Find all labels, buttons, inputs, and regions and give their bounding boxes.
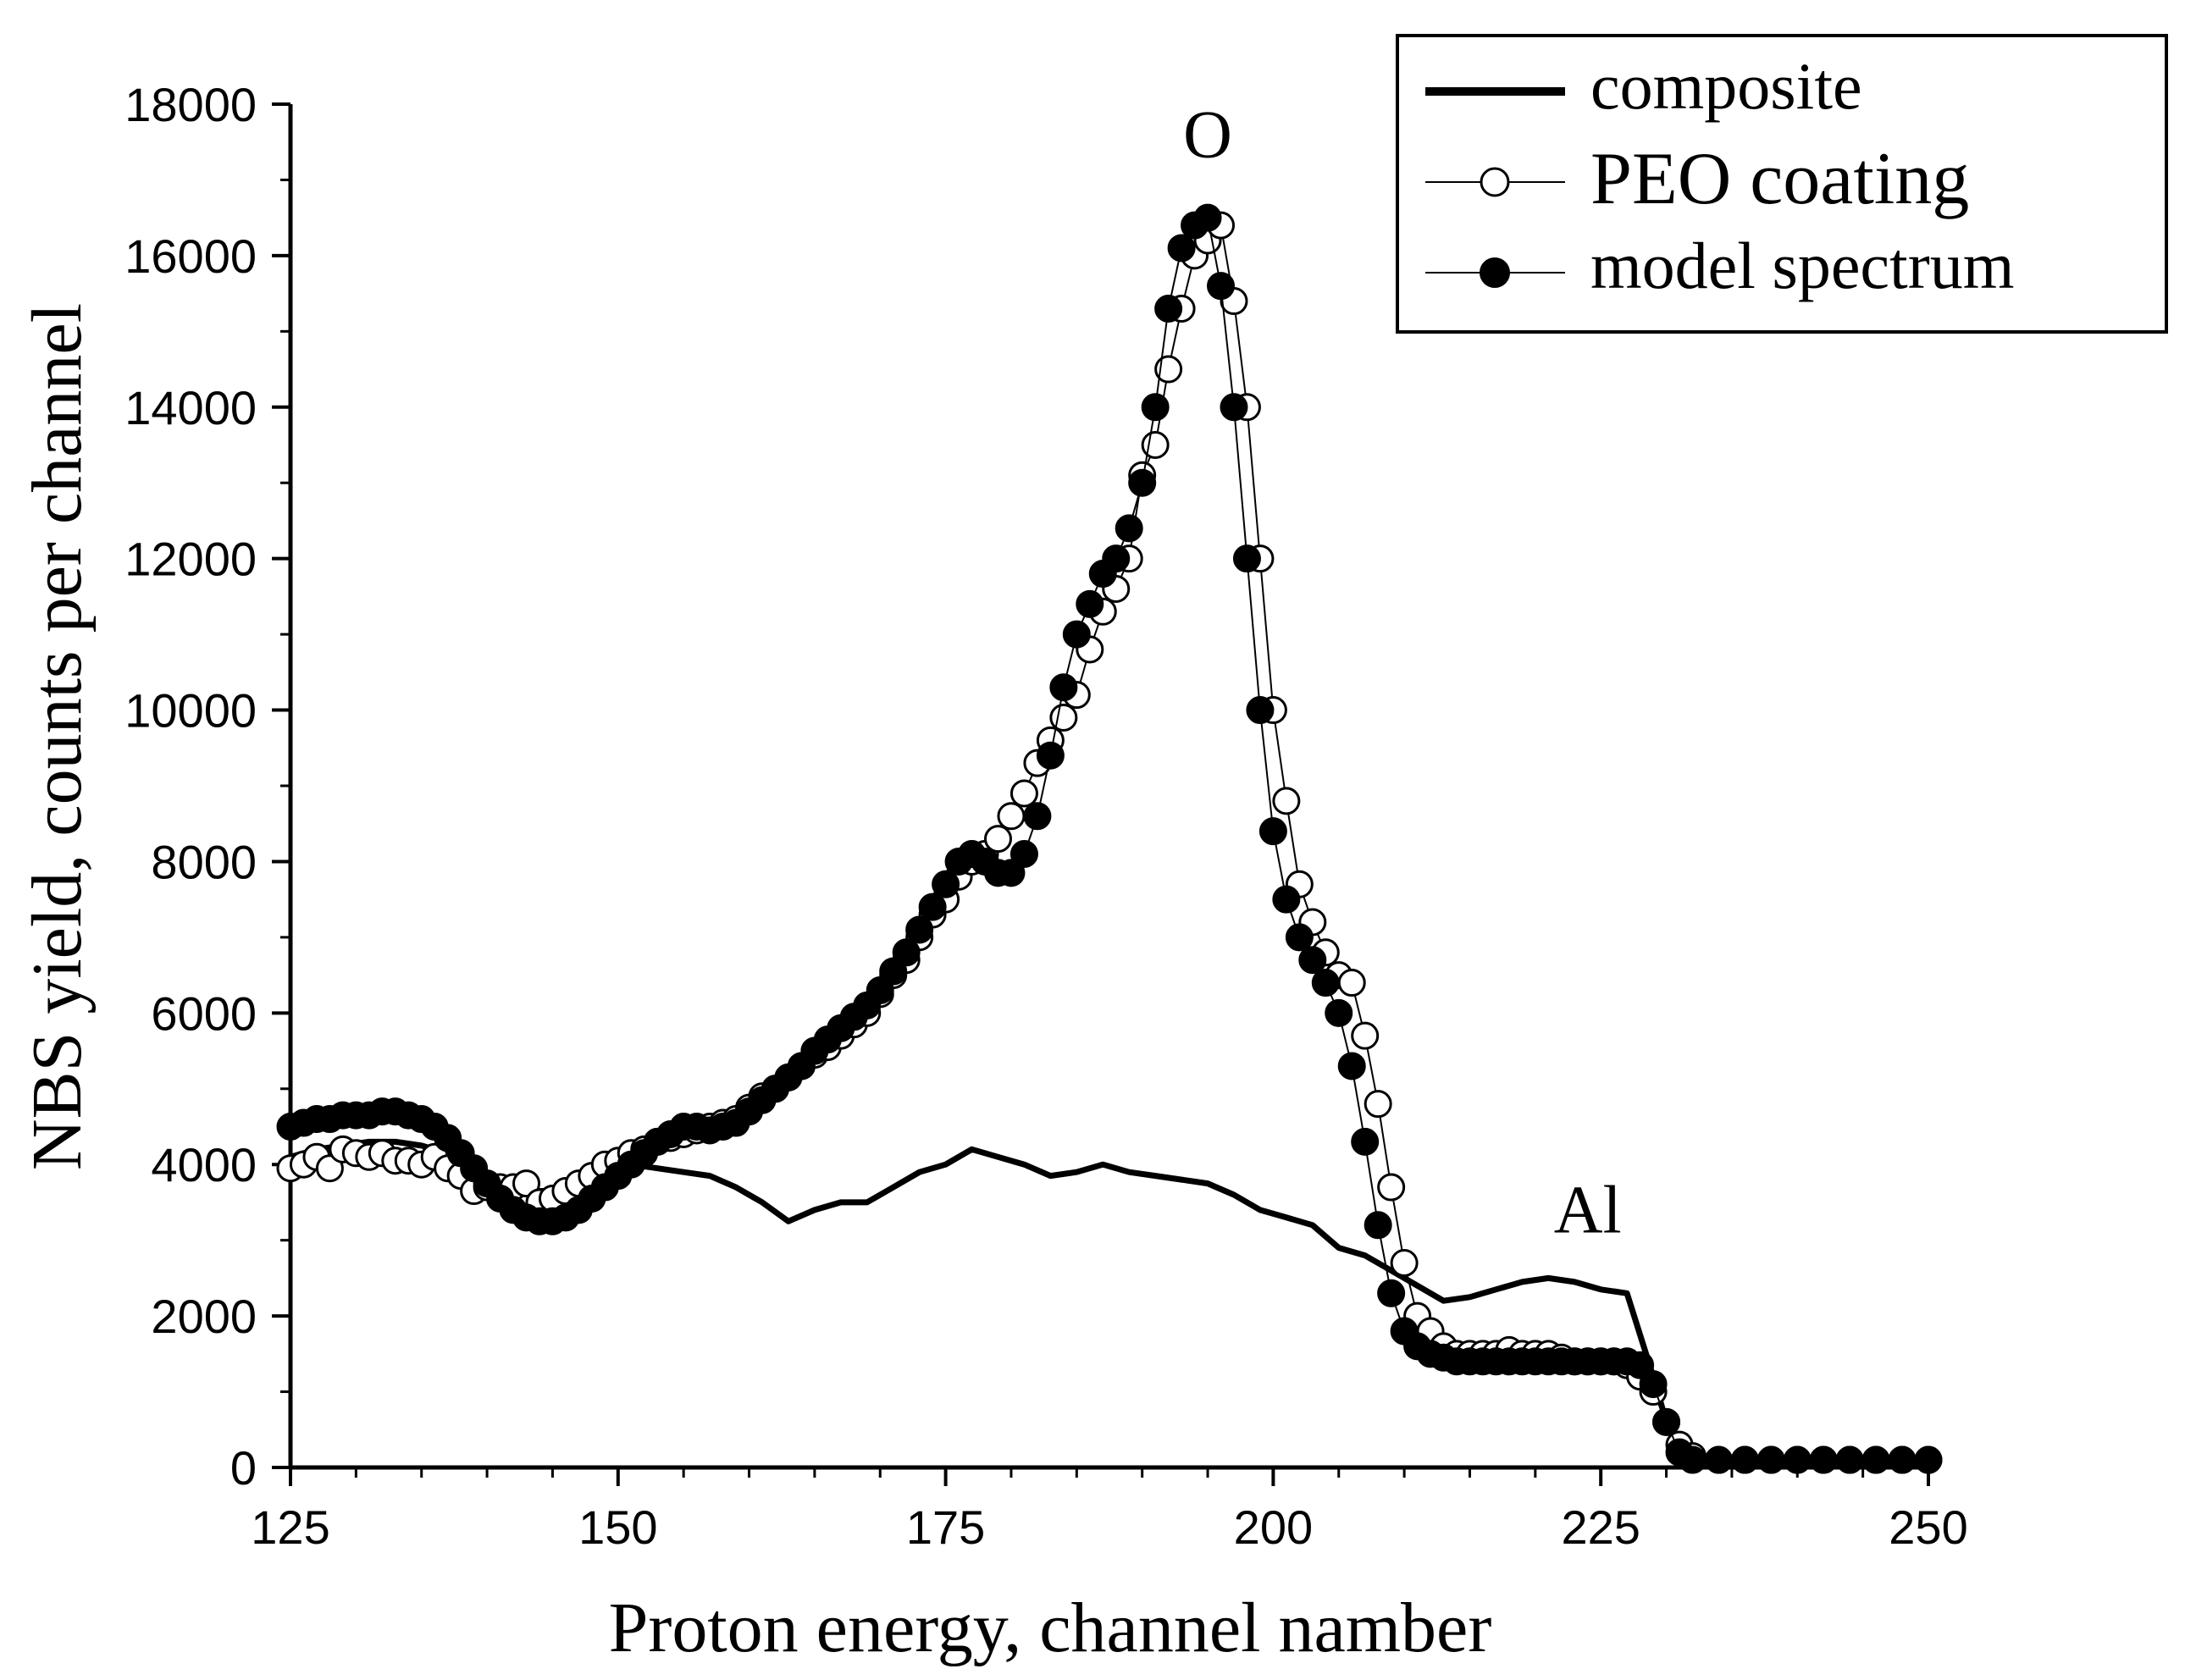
x-tick-label: 200	[1234, 1500, 1313, 1554]
x-ticks: 125 150 175 200 225 250	[251, 1467, 1968, 1554]
model-point	[1141, 393, 1170, 422]
model-point	[892, 938, 921, 967]
model-point	[1914, 1445, 1943, 1474]
peo-point	[1272, 787, 1301, 815]
peo-point	[1364, 1090, 1392, 1119]
model-point	[1167, 234, 1196, 262]
y-tick-label: 14000	[124, 381, 257, 434]
y-tick-label: 12000	[124, 533, 257, 586]
y-tick-label: 18000	[124, 78, 257, 131]
model-point	[1730, 1445, 1759, 1474]
y-axis-title: NBS yield, counts per channel	[18, 303, 97, 1170]
model-point	[1377, 1279, 1406, 1307]
model-point	[1888, 1445, 1917, 1474]
model-point	[1036, 741, 1065, 770]
peo-point	[1351, 1021, 1380, 1050]
model-point	[1298, 946, 1327, 975]
model-point	[1246, 696, 1275, 725]
peo-point	[983, 825, 1012, 854]
model-point	[1639, 1370, 1668, 1399]
plot-area	[276, 203, 1943, 1474]
peo-point	[315, 1154, 344, 1183]
axes: 125 150 175 200 225 250 0 2000 4000 6000 8000 1000…	[124, 78, 1967, 1554]
peo-point	[1377, 1173, 1406, 1202]
model-point	[1220, 393, 1248, 422]
peo-point	[1049, 704, 1078, 732]
model-point	[1232, 544, 1261, 573]
peo-point	[512, 1169, 540, 1198]
model-point	[1364, 1211, 1392, 1240]
y-tick-label: 4000	[151, 1138, 257, 1191]
y-tick-label: 0	[230, 1441, 257, 1495]
model-point	[1351, 1127, 1380, 1156]
legend-swatch-model-marker	[1480, 257, 1510, 288]
peo-point	[1337, 969, 1366, 998]
peo-point	[1390, 1249, 1419, 1277]
model-point	[1258, 817, 1287, 846]
legend-box	[1396, 34, 2168, 334]
model-point	[1049, 673, 1078, 702]
model-point	[1154, 295, 1183, 323]
x-axis-title: Proton energy, channel namber	[609, 1589, 1492, 1667]
annotation-al: Al	[1554, 1174, 1622, 1248]
model-point	[905, 915, 934, 944]
x-tick-label: 225	[1561, 1500, 1640, 1554]
model-point	[1835, 1445, 1864, 1474]
legend-label-peo: PEO coating	[1590, 138, 1969, 220]
annotation-o: O	[1183, 98, 1232, 173]
model-point	[1023, 802, 1052, 831]
model-point	[1128, 468, 1157, 497]
x-tick-label: 125	[251, 1500, 329, 1554]
model-point	[1704, 1445, 1733, 1474]
peo-point	[1010, 779, 1038, 808]
model-point	[1076, 589, 1104, 618]
series-peo-coating	[276, 211, 1943, 1474]
peo-point	[1141, 431, 1170, 459]
x-tick-label: 175	[906, 1500, 985, 1554]
model-point	[1783, 1445, 1812, 1474]
y-tick-label: 8000	[151, 835, 257, 888]
model-point	[1102, 544, 1131, 573]
model-point	[1809, 1445, 1838, 1474]
y-tick-label: 16000	[124, 229, 257, 283]
model-point	[1652, 1407, 1681, 1436]
model-point	[1193, 203, 1222, 232]
model-point	[1207, 272, 1236, 301]
model-point	[918, 892, 947, 921]
model-point	[1311, 969, 1340, 998]
series-model-spectrum	[276, 203, 1943, 1474]
model-point	[1115, 514, 1143, 543]
y-ticks: 0 2000 4000 6000 8000 10000 12000 14000 16000 180…	[124, 78, 290, 1495]
model-point	[1010, 840, 1038, 868]
legend: composite PEO coating model spectrum	[1396, 34, 2168, 334]
x-tick-label: 250	[1889, 1500, 1967, 1554]
model-point	[1337, 1052, 1366, 1080]
model-point	[1756, 1445, 1785, 1474]
model-point	[1679, 1445, 1707, 1474]
legend-label-composite: composite	[1590, 49, 1862, 123]
model-point	[932, 870, 960, 898]
model-point	[1062, 620, 1091, 649]
x-tick-label: 150	[578, 1500, 657, 1554]
model-point	[1285, 923, 1314, 952]
model-point	[1861, 1445, 1890, 1474]
y-tick-label: 2000	[151, 1290, 257, 1343]
peo-point	[997, 802, 1026, 831]
legend-swatch-peo-marker	[1480, 167, 1510, 197]
model-point	[1325, 998, 1353, 1027]
legend-label-model: model spectrum	[1590, 229, 2014, 302]
model-point	[1272, 885, 1301, 914]
peo-connector-line	[290, 223, 1928, 1462]
y-tick-label: 10000	[124, 684, 257, 738]
model-connector-line	[290, 216, 1928, 1462]
y-tick-label: 6000	[151, 986, 257, 1040]
